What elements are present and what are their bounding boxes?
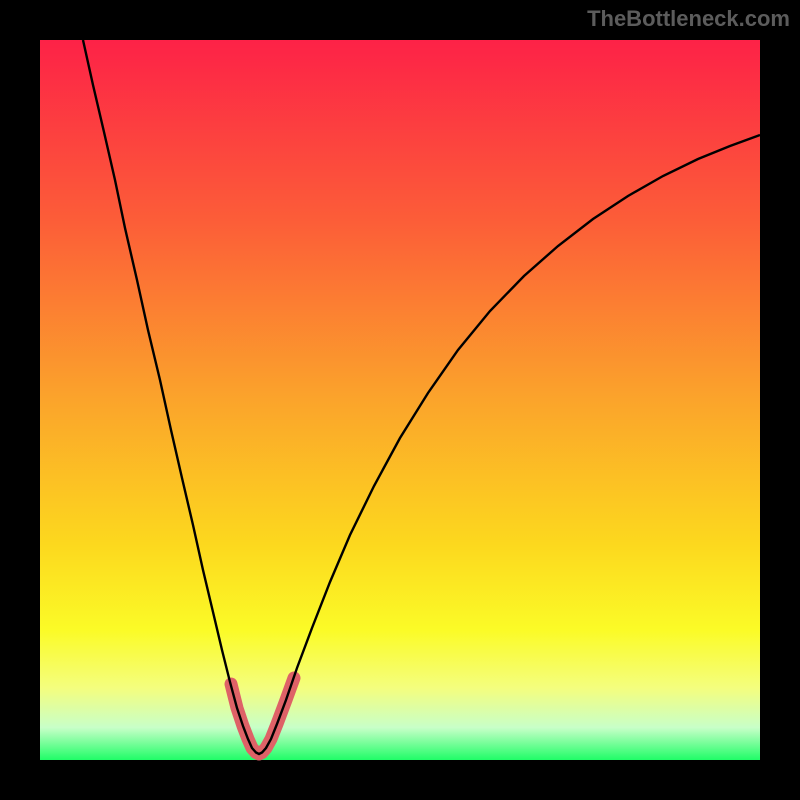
- gradient-plot-area: [40, 40, 760, 760]
- source-watermark: TheBottleneck.com: [587, 6, 790, 32]
- chart-root: TheBottleneck.com: [0, 0, 800, 800]
